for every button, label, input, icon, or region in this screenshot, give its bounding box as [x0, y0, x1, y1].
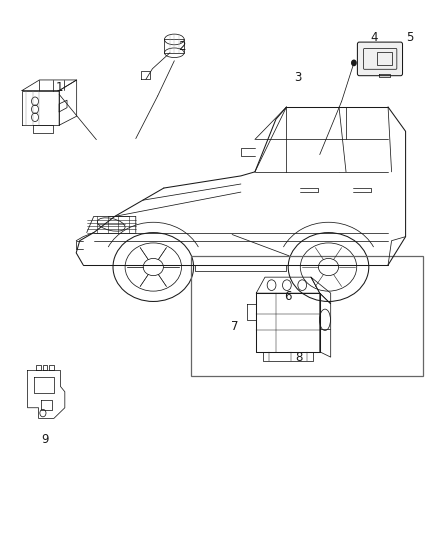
Text: 9: 9: [41, 433, 49, 446]
FancyBboxPatch shape: [357, 42, 403, 76]
Text: 6: 6: [284, 290, 292, 303]
Bar: [191, 256, 423, 376]
Text: 7: 7: [230, 320, 238, 333]
Text: 1: 1: [55, 82, 63, 94]
Text: 3: 3: [294, 71, 301, 84]
Text: 5: 5: [406, 31, 413, 44]
Circle shape: [352, 60, 356, 66]
Bar: [377, 52, 392, 65]
Text: 2: 2: [178, 41, 186, 53]
Text: 4: 4: [371, 31, 378, 44]
Text: 8: 8: [296, 351, 303, 364]
